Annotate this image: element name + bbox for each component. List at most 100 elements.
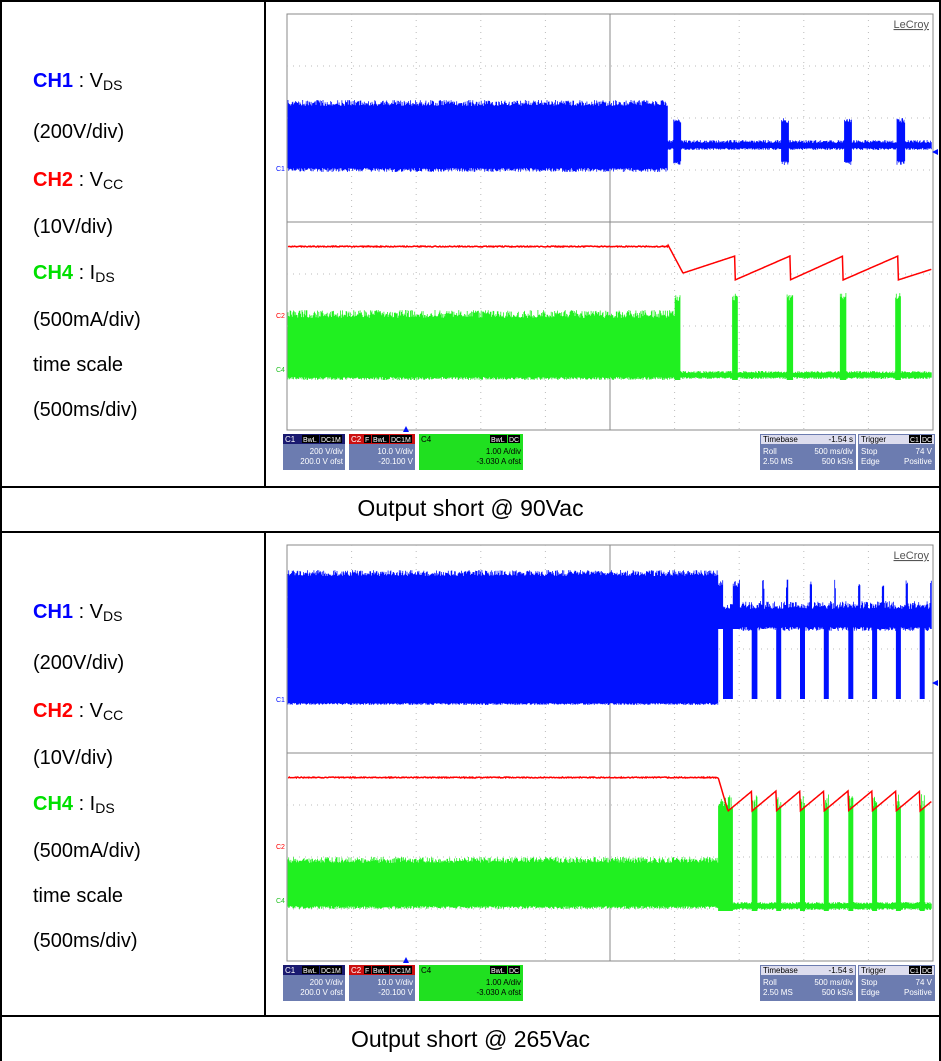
trigger-tag-text: DC <box>922 968 932 975</box>
channel-marker: C2 <box>276 313 285 320</box>
channel-marker: C2 <box>276 844 285 851</box>
channel-tag-text: DC1M <box>391 968 411 975</box>
border <box>0 1015 941 1017</box>
caption: Output short @ 90Vac <box>0 495 941 522</box>
trigger-tag-text: DC <box>922 437 932 444</box>
channel-id: C2 <box>351 966 362 975</box>
time-label: time scale <box>33 885 123 908</box>
channel-setting: -3.030 A ofst <box>477 457 522 466</box>
channel-tag-text: DC <box>509 437 519 444</box>
timebase-setting: 500 kS/s <box>822 457 853 466</box>
channel-subscript: DS <box>103 77 122 93</box>
channel-id: C1 <box>285 435 296 444</box>
trigger-label: Trigger <box>861 435 886 444</box>
channel-scale: (10V/div) <box>33 747 113 770</box>
channel-scale: (500mA/div) <box>33 309 141 332</box>
channel-id: C1 <box>285 966 296 975</box>
channel-subscript: CC <box>103 707 123 723</box>
document: (() => { const data = JSON.parse(documen… <box>0 0 941 1061</box>
channel-header <box>419 965 523 975</box>
trigger-setting: 74 V <box>916 447 933 456</box>
channel-setting: 200 V/div <box>310 978 343 987</box>
channel-tag-text: DC1M <box>321 437 341 444</box>
trigger-tag-text: C1 <box>910 968 919 975</box>
channel-label: CH1 : VDS <box>33 70 122 93</box>
channel-setting: 200.0 V ofst <box>300 457 343 466</box>
channel-marker: C1 <box>276 697 285 704</box>
channel-subscript: CC <box>103 176 123 192</box>
channel-setting: 200 V/div <box>310 447 343 456</box>
channel-setting: -20.100 V <box>378 988 413 997</box>
channel-tag-text: BwL <box>491 437 505 444</box>
channel-marker: C4 <box>276 367 285 374</box>
channel-name: CH2 <box>33 700 73 722</box>
channel-tag-text: DC1M <box>391 437 411 444</box>
border <box>0 531 941 533</box>
trigger-setting: Positive <box>904 988 933 997</box>
trigger-setting: Stop <box>861 447 878 456</box>
channel-name: CH2 <box>33 169 73 191</box>
channel-quantity: : V <box>73 70 103 92</box>
channel-label: CH2 : VCC <box>33 700 123 723</box>
channel-tag-text: BwL <box>303 437 317 444</box>
channel-name: CH4 <box>33 793 73 815</box>
channel-marker: C1 <box>276 166 285 173</box>
channel-name: CH4 <box>33 262 73 284</box>
channel-scale: (500mA/div) <box>33 840 141 863</box>
trigger-setting: 74 V <box>916 978 933 987</box>
time-scale: (500ms/div) <box>33 399 137 422</box>
time-label: time scale <box>33 354 123 377</box>
page: {"panels":[ {"legend":[ {"channel":"CH1"… <box>0 0 941 1061</box>
channel-setting: 10.0 V/div <box>377 978 413 987</box>
channel-name: CH1 <box>33 70 73 92</box>
timebase-value: -1.54 s <box>829 435 853 444</box>
channel-id: C4 <box>421 966 432 975</box>
channel-quantity: : V <box>73 169 103 191</box>
trigger-tag-text: C1 <box>910 437 919 444</box>
channel-subscript: DS <box>95 269 114 285</box>
time-scale: (500ms/div) <box>33 930 137 953</box>
trigger-label: Trigger <box>861 966 886 975</box>
channel-id: C2 <box>351 435 362 444</box>
channel-marker: C4 <box>276 898 285 905</box>
border <box>0 0 941 2</box>
channel-subscript: DS <box>103 608 122 624</box>
channel-setting: 10.0 V/div <box>377 447 413 456</box>
channel-scale: (200V/div) <box>33 121 124 144</box>
channel-scale: (10V/div) <box>33 216 113 239</box>
channel-setting: -20.100 V <box>378 457 413 466</box>
channel-tag-text: BwL <box>373 968 387 975</box>
trigger-setting: Edge <box>861 988 880 997</box>
channel-id: C4 <box>421 435 432 444</box>
channel-tag-text: DC <box>509 968 519 975</box>
channel-label: CH4 : IDS <box>33 262 115 285</box>
timebase-value: -1.54 s <box>829 966 853 975</box>
brand: LeCroy <box>894 19 930 31</box>
channel-setting: -3.030 A ofst <box>477 988 522 997</box>
timebase-setting: Roll <box>763 447 777 456</box>
channel-tag-text: BwL <box>373 437 387 444</box>
border <box>264 0 266 487</box>
channel-setting: 200.0 V ofst <box>300 988 343 997</box>
channel-quantity: : I <box>73 262 95 284</box>
channel-tag-text: F <box>365 968 369 975</box>
channel-quantity: : V <box>73 601 103 623</box>
screen-bg <box>273 8 939 472</box>
channel-label: CH1 : VDS <box>33 601 122 624</box>
channel-label: CH2 : VCC <box>33 169 123 192</box>
channel-setting: 1.00 A/div <box>486 447 521 456</box>
channel-tag-text: F <box>365 437 369 444</box>
trigger-setting: Stop <box>861 978 878 987</box>
channel-scale: (200V/div) <box>33 652 124 675</box>
channel-setting: 1.00 A/div <box>486 978 521 987</box>
trigger-setting: Positive <box>904 457 933 466</box>
timebase-setting: 500 ms/div <box>814 447 853 456</box>
brand: LeCroy <box>894 550 930 562</box>
border <box>0 486 941 488</box>
channel-tag-text: DC1M <box>321 968 341 975</box>
timebase-label: Timebase <box>763 966 798 975</box>
channel-label: CH4 : IDS <box>33 793 115 816</box>
border <box>264 531 266 1016</box>
scope-screenshot: LeCroy C1 C2 C4 C1 DC1M BwL 200 V/div200.0 V of… <box>273 539 939 1003</box>
